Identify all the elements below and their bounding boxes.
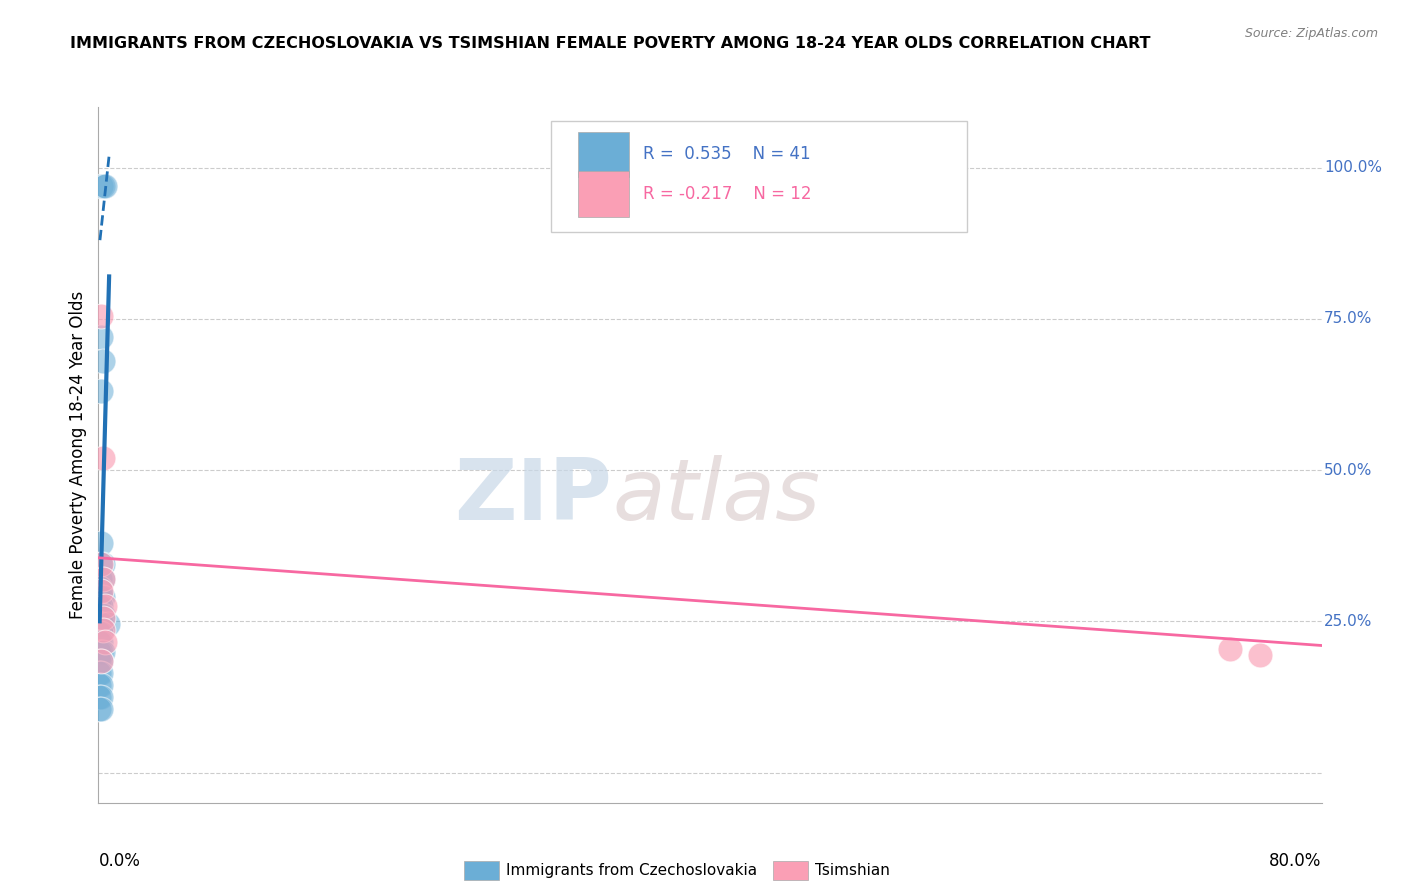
Point	[91, 450, 114, 465]
Point	[89, 678, 111, 692]
Point	[90, 690, 112, 704]
Point	[91, 557, 114, 571]
Point	[91, 624, 114, 638]
Point	[90, 644, 112, 658]
Point	[90, 702, 112, 716]
Point	[89, 654, 111, 668]
Point	[91, 644, 114, 658]
Point	[91, 354, 114, 368]
Point	[90, 665, 112, 680]
Point	[1219, 641, 1241, 656]
Point	[90, 608, 112, 623]
Text: 25.0%: 25.0%	[1324, 614, 1372, 629]
FancyBboxPatch shape	[578, 132, 630, 177]
FancyBboxPatch shape	[551, 121, 967, 232]
Point	[90, 309, 112, 323]
Text: ZIP: ZIP	[454, 455, 612, 538]
Point	[90, 626, 112, 640]
Point	[90, 635, 112, 649]
Text: R =  0.535    N = 41: R = 0.535 N = 41	[643, 145, 810, 163]
Point	[89, 690, 111, 704]
Point	[90, 557, 112, 571]
Text: 100.0%: 100.0%	[1324, 160, 1382, 175]
Point	[91, 178, 114, 193]
Point	[90, 535, 112, 549]
Point	[93, 635, 115, 649]
Point	[89, 617, 111, 632]
Point	[89, 644, 111, 658]
Point	[90, 178, 112, 193]
Point	[89, 702, 111, 716]
Point	[89, 635, 111, 649]
Text: R = -0.217    N = 12: R = -0.217 N = 12	[643, 185, 811, 203]
Point	[94, 178, 117, 193]
Point	[91, 617, 114, 632]
Text: 0.0%: 0.0%	[98, 852, 141, 870]
Point	[91, 572, 114, 586]
Text: 75.0%: 75.0%	[1324, 311, 1372, 326]
Point	[89, 581, 111, 595]
Point	[90, 599, 112, 614]
Point	[89, 665, 111, 680]
Point	[90, 617, 112, 632]
Point	[89, 608, 111, 623]
Text: Source: ZipAtlas.com: Source: ZipAtlas.com	[1244, 27, 1378, 40]
Point	[90, 590, 112, 604]
Point	[89, 572, 111, 586]
Point	[91, 611, 114, 625]
Point	[97, 617, 120, 632]
Text: atlas: atlas	[612, 455, 820, 538]
Text: IMMIGRANTS FROM CZECHOSLOVAKIA VS TSIMSHIAN FEMALE POVERTY AMONG 18-24 YEAR OLDS: IMMIGRANTS FROM CZECHOSLOVAKIA VS TSIMSH…	[70, 36, 1150, 51]
Text: 50.0%: 50.0%	[1324, 463, 1372, 477]
Point	[89, 557, 111, 571]
Text: Tsimshian: Tsimshian	[815, 863, 890, 878]
Point	[90, 330, 112, 344]
Point	[90, 384, 112, 399]
Point	[89, 599, 111, 614]
Y-axis label: Female Poverty Among 18-24 Year Olds: Female Poverty Among 18-24 Year Olds	[69, 291, 87, 619]
Point	[1249, 648, 1271, 662]
Point	[91, 590, 114, 604]
Text: Immigrants from Czechoslovakia: Immigrants from Czechoslovakia	[506, 863, 758, 878]
Point	[89, 626, 111, 640]
Point	[93, 599, 115, 614]
Point	[90, 654, 112, 668]
Point	[91, 572, 114, 586]
Point	[90, 678, 112, 692]
FancyBboxPatch shape	[578, 171, 630, 217]
Point	[89, 590, 111, 604]
Point	[90, 584, 112, 599]
Point	[91, 608, 114, 623]
Text: 80.0%: 80.0%	[1270, 852, 1322, 870]
Point	[90, 654, 112, 668]
